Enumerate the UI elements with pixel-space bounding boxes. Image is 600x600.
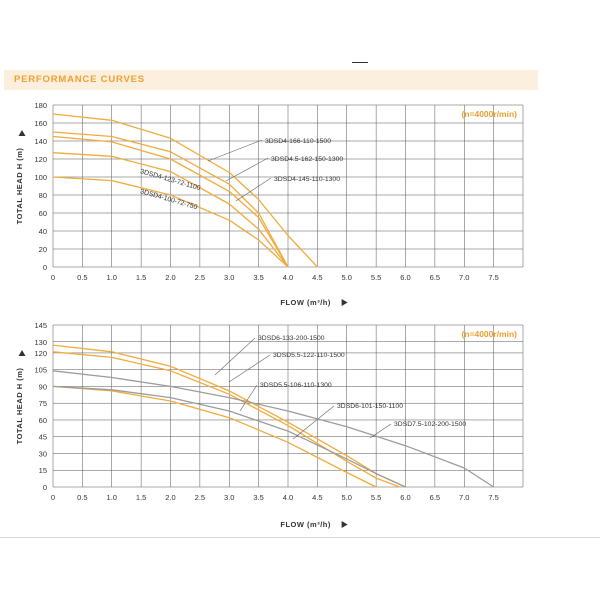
y-tick-label: 60 <box>39 416 47 425</box>
series-label: 3DSD4-166-110-1500 <box>265 138 331 145</box>
x-tick-label: 2.5 <box>195 273 205 282</box>
x-tick-label: 2.0 <box>165 273 175 282</box>
x-tick-label: 0 <box>51 493 55 502</box>
series-label: 3DSD4.5-162-150-1300 <box>271 156 343 163</box>
x-tick-label: 4.5 <box>312 493 322 502</box>
x-tick-label: 7.5 <box>488 273 498 282</box>
y-axis-arrow-icon <box>18 130 26 136</box>
y-axis-title: TOTAL HEAD H (m) <box>15 148 24 225</box>
series-curve <box>52 152 289 268</box>
series-label: 3DSD5.5-122-110-1500 <box>273 352 345 359</box>
leader-line <box>225 157 269 182</box>
x-tick-label: 6.5 <box>430 273 440 282</box>
leader-line <box>214 337 256 376</box>
series-curve <box>52 135 289 268</box>
x-tick-label: 3.0 <box>224 273 234 282</box>
series-label: 3DSD5.5-106-110-1300 <box>260 382 332 389</box>
x-tick-label: 3.0 <box>224 493 234 502</box>
series-label: 3DSD4-145-110-1300 <box>274 176 340 183</box>
y-tick-label: 30 <box>39 449 47 458</box>
y-tick-label: 75 <box>39 399 47 408</box>
x-tick-label: 5.0 <box>342 493 352 502</box>
x-tick-label: 5.0 <box>342 273 352 282</box>
speed-note: (n=4000r/min) <box>461 109 517 119</box>
series-curve <box>52 351 400 488</box>
x-tick-label: 4.5 <box>312 273 322 282</box>
y-tick-label: 130 <box>34 338 47 347</box>
x-axis-title: FLOW (m³/h) <box>280 520 331 529</box>
x-axis-arrow-icon <box>341 299 348 306</box>
y-tick-label: 140 <box>34 137 47 146</box>
x-tick-label: 3.5 <box>253 493 263 502</box>
y-tick-label: 0 <box>43 483 47 492</box>
y-tick-label: 105 <box>34 366 47 375</box>
bottom-rule <box>0 537 600 538</box>
y-tick-label: 80 <box>39 191 47 200</box>
y-tick-label: 0 <box>43 263 47 272</box>
performance-chart-1: 0 20 40 60 80 100 120 140 160 180 0 0.5 1.0 1.5 2.0 2.5… <box>15 101 524 307</box>
y-tick-label: 145 <box>34 321 47 330</box>
section-banner: PERFORMANCE CURVES <box>4 70 538 90</box>
x-tick-label: 1.0 <box>107 493 117 502</box>
series-curve <box>52 385 377 488</box>
y-tick-label: 45 <box>39 433 47 442</box>
section-title: PERFORMANCE CURVES <box>14 74 145 85</box>
x-tick-label: 4.0 <box>283 273 293 282</box>
x-tick-label: 7.0 <box>459 273 469 282</box>
leader-line <box>292 405 335 440</box>
y-tick-label: 20 <box>39 245 47 254</box>
x-tick-label: 2.5 <box>195 493 205 502</box>
y-tick-label: 60 <box>39 209 47 218</box>
series-curve <box>52 385 406 488</box>
performance-chart-2: 0 15 30 45 60 75 90 105 120 130 145 0 0.5 1.0 1.5 2.0 2.… <box>15 321 524 529</box>
y-tick-label: 40 <box>39 227 47 236</box>
x-tick-label: 0 <box>51 273 55 282</box>
x-tick-label: 0.5 <box>77 493 87 502</box>
series-label: 3DSD7.5-102-200-1500 <box>394 421 466 428</box>
series-label: 3DSD4-100-72-750 <box>139 188 198 211</box>
x-tick-label: 7.0 <box>459 493 469 502</box>
x-tick-label: 3.5 <box>253 273 263 282</box>
y-axis-title: TOTAL HEAD H (m) <box>15 368 24 445</box>
x-tick-label: 1.5 <box>136 273 146 282</box>
x-tick-label: 6.5 <box>430 493 440 502</box>
x-tick-label: 6.0 <box>400 493 410 502</box>
y-tick-label: 15 <box>39 466 47 475</box>
y-tick-label: 100 <box>34 173 47 182</box>
x-tick-label: 7.5 <box>488 493 498 502</box>
top-rule <box>352 62 368 63</box>
series-curve <box>52 113 318 268</box>
x-tick-label: 1.5 <box>136 493 146 502</box>
y-tick-label: 120 <box>34 155 47 164</box>
leader-line <box>207 139 263 162</box>
y-tick-label: 90 <box>39 382 47 391</box>
leader-line <box>228 354 271 383</box>
x-tick-label: 6.0 <box>400 273 410 282</box>
y-axis-arrow-icon <box>18 350 26 356</box>
leader-line <box>369 423 392 439</box>
x-tick-label: 1.0 <box>107 273 117 282</box>
x-tick-label: 0.5 <box>77 273 87 282</box>
series-label: 3DSD6-133-200-1500 <box>258 335 325 342</box>
series-curve <box>52 370 494 488</box>
series-curve <box>52 131 289 268</box>
y-tick-label: 180 <box>34 101 47 110</box>
x-tick-label: 5.5 <box>371 493 381 502</box>
series-label: 3DSD6-101-150-1100 <box>337 403 403 410</box>
x-tick-label: 2.0 <box>165 493 175 502</box>
series-curve <box>52 176 289 268</box>
y-tick-label: 160 <box>34 119 47 128</box>
x-tick-label: 4.0 <box>283 493 293 502</box>
x-tick-label: 5.5 <box>371 273 381 282</box>
leader-line <box>235 177 272 202</box>
x-axis-arrow-icon <box>341 521 348 528</box>
x-axis-title: FLOW (m³/h) <box>280 298 331 307</box>
speed-note: (n=4000r/min) <box>461 329 517 339</box>
leader-line <box>239 384 258 412</box>
y-tick-label: 120 <box>34 349 47 358</box>
